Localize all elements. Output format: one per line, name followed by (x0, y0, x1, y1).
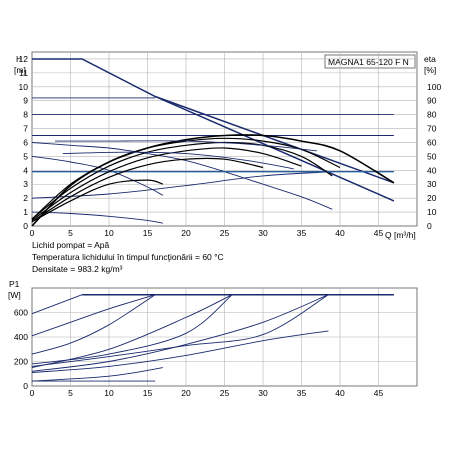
y-tick-label: 8 (23, 110, 28, 120)
x-tick-label: 15 (143, 388, 153, 398)
x-tick-label: 30 (258, 388, 268, 398)
model-label: MAGNA1 65-120 F N (328, 57, 409, 67)
series-line-2 (154, 95, 395, 202)
x-tick-label: 40 (335, 228, 345, 238)
y-tick-label: 3 (23, 179, 28, 189)
x-tick-label: 0 (30, 388, 35, 398)
series-line-4 (31, 294, 156, 355)
x-tick-label: 35 (297, 388, 307, 398)
y-tick-label: 6 (23, 137, 28, 147)
series-line-5 (31, 155, 164, 196)
eta-tick-label: 10 (427, 207, 437, 217)
eta-tick-label: 80 (427, 110, 437, 120)
flow-axis-label: Q [m³/h] (385, 230, 416, 240)
head-axis-label-1: H (16, 54, 22, 64)
x-tick-label: 5 (68, 388, 73, 398)
x-tick-label: 40 (335, 388, 345, 398)
eta-axis-label-2: [%] (424, 65, 436, 75)
head-curves (31, 58, 395, 227)
series-line-9 (31, 330, 329, 373)
y-tick-label: 1 (23, 207, 28, 217)
series-line-7 (31, 294, 329, 372)
series-line-10 (31, 367, 163, 382)
y-tick-label: 0 (23, 381, 28, 391)
x-tick-label: 20 (181, 388, 191, 398)
model-label-box (324, 54, 416, 69)
head-ticks: 0 5 10 15 20 25 30 35 40 450123456789101112010203… (19, 54, 442, 238)
y-tick-label: 200 (14, 357, 28, 367)
series-line-6 (31, 211, 163, 224)
eta-tick-label: 40 (427, 165, 437, 175)
series-line-16 (31, 179, 164, 223)
series-line-15 (31, 157, 264, 223)
y-tick-label: 400 (14, 332, 28, 342)
series-line-3 (31, 294, 156, 337)
x-tick-label: 20 (181, 228, 191, 238)
eta-tick-label: 90 (427, 96, 437, 106)
x-tick-label: 25 (220, 388, 230, 398)
x-tick-label: 30 (258, 228, 268, 238)
series-line-4 (31, 142, 333, 210)
y-tick-label: 7 (23, 124, 28, 134)
eta-tick-label: 60 (427, 137, 437, 147)
series-line-1 (32, 58, 395, 184)
series-line-6 (31, 294, 233, 365)
power-axis-label-1: P1 (9, 279, 20, 289)
eta-tick-label: 100 (427, 82, 441, 92)
info-line-density: Densitate = 983.2 kg/m³ (32, 264, 123, 274)
y-tick-label: 10 (19, 82, 29, 92)
y-tick-label: 12 (19, 54, 29, 64)
x-tick-label: 35 (297, 228, 307, 238)
power-ticks: 0 5 10 15 20 25 30 35 40 45 0 200 400 600 (14, 308, 384, 399)
series-line-17 (55, 140, 317, 152)
x-tick-label: 45 (374, 228, 384, 238)
y-tick-label: 9 (23, 96, 28, 106)
eta-axis-label-1: eta (424, 54, 436, 64)
power-axis-label-2: [W] (8, 290, 21, 300)
x-tick-label: 0 (30, 228, 35, 238)
y-tick-label: 11 (19, 68, 28, 78)
eta-tick-label: 70 (427, 124, 437, 134)
x-tick-label: 5 (68, 228, 73, 238)
eta-tick-label: 0 (427, 221, 432, 231)
eta-tick-label: 30 (427, 179, 437, 189)
series-line-14 (31, 147, 302, 221)
series-line-8 (31, 294, 329, 367)
info-line-temperature: Temperatura lichidului în timpul funcţio… (32, 252, 224, 262)
x-tick-label: 10 (104, 388, 114, 398)
x-tick-label: 45 (374, 388, 384, 398)
info-line-fluid: Lichid pompat = Apă (32, 240, 110, 250)
eta-tick-label: 20 (427, 193, 437, 203)
head-grid (32, 52, 417, 226)
y-tick-label: 600 (14, 308, 28, 318)
eta-tick-label: 50 (427, 151, 437, 161)
series-line-18 (62, 151, 294, 170)
head-axis-label-2: [m] (14, 65, 26, 75)
series-line-2 (31, 294, 83, 315)
series-line-13 (31, 141, 333, 220)
power-curves (31, 293, 394, 382)
y-tick-label: 5 (23, 151, 28, 161)
x-tick-label: 25 (220, 228, 230, 238)
x-tick-label: 15 (143, 228, 153, 238)
x-tick-label: 10 (104, 228, 114, 238)
series-line-7 (31, 171, 333, 199)
y-tick-label: 4 (23, 165, 28, 175)
y-tick-label: 0 (23, 221, 28, 231)
y-tick-label: 2 (23, 193, 28, 203)
